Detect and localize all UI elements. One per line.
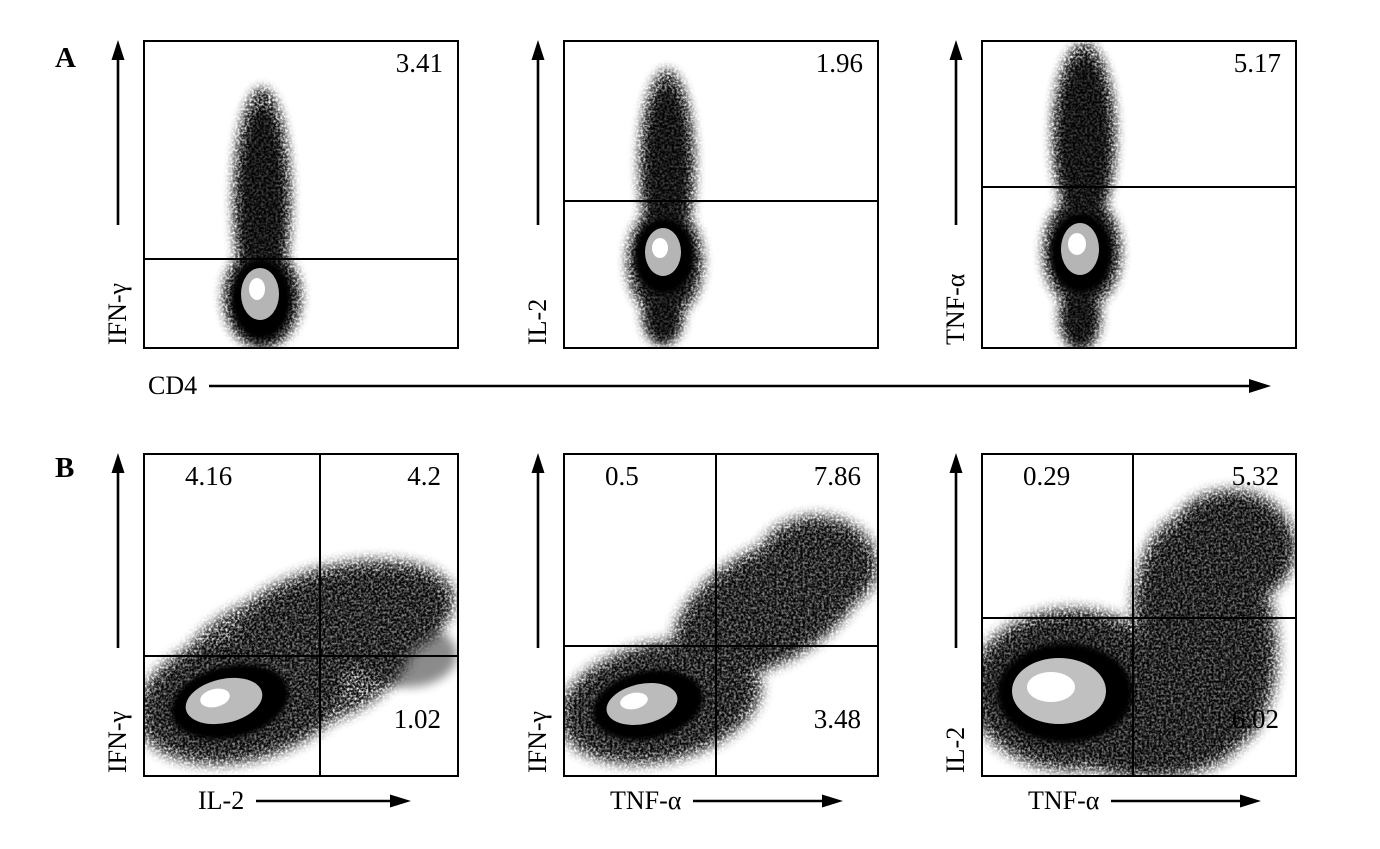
x-axis-b3: TNF-α	[1028, 783, 1262, 819]
quadrant-percentage-top-left: 0.29	[1023, 461, 1071, 491]
gate-line-horizontal	[145, 655, 457, 657]
x-axis-label: TNF-α	[1028, 786, 1100, 815]
density-cloud	[222, 87, 302, 347]
flow-plot-a3-area: 5.17	[981, 40, 1297, 349]
density-cloud	[983, 489, 1295, 775]
gate-percentage: 1.96	[815, 48, 863, 78]
y-axis-a2: IL-2	[523, 40, 553, 345]
x-axis-label: TNF-α	[610, 786, 682, 815]
y-axis-b1: IFN-γ	[103, 453, 133, 773]
y-axis-label: IFN-γ	[103, 710, 132, 773]
flow-plot-a2-area: 1.96	[563, 40, 879, 349]
arrow-up-icon	[111, 40, 125, 225]
flow-plot-b3-area: 0.29 5.32 6.02	[981, 453, 1297, 777]
gate-line-horizontal	[565, 645, 877, 647]
x-axis-b2: TNF-α	[610, 783, 844, 819]
arrow-right-icon	[209, 379, 1272, 393]
density-cloud	[565, 515, 877, 765]
x-axis-b1: IL-2	[198, 783, 412, 819]
gate-line-vertical	[1132, 455, 1134, 775]
arrow-up-icon	[531, 453, 545, 648]
quadrant-percentage-top-left: 4.16	[185, 461, 233, 491]
x-axis-label: CD4	[148, 371, 198, 400]
y-axis-b2: IFN-γ	[523, 453, 553, 773]
gate-line-horizontal	[983, 186, 1295, 188]
arrow-up-icon	[949, 453, 963, 648]
y-axis-b3: IL-2	[941, 453, 971, 773]
panel-a-label: A	[55, 42, 76, 74]
gate-line-vertical	[715, 455, 717, 775]
quadrant-percentage-top-right: 4.2	[407, 461, 441, 491]
flow-plot-b1-area: 4.16 4.2 1.02	[143, 453, 459, 777]
gate-line-horizontal	[565, 200, 877, 202]
x-axis-label: IL-2	[198, 786, 245, 815]
arrow-up-icon	[531, 40, 545, 225]
x-axis-cd4: CD4	[148, 368, 1290, 404]
flow-plot-a1-area: 3.41	[143, 40, 459, 349]
arrow-right-icon	[1111, 794, 1262, 808]
quadrant-percentage-bottom-right: 1.02	[393, 704, 441, 734]
gate-line-horizontal	[983, 617, 1295, 619]
y-axis-a3: TNF-α	[941, 40, 971, 345]
y-axis-label: IFN-γ	[103, 282, 132, 345]
gate-percentage: 5.17	[1233, 48, 1281, 78]
y-axis-a1: IFN-γ	[103, 40, 133, 345]
quadrant-percentage-top-right: 5.32	[1231, 461, 1279, 491]
arrow-right-icon	[256, 794, 412, 808]
quadrant-percentage-top-right: 7.86	[813, 461, 861, 491]
gate-percentage: 3.41	[395, 48, 443, 78]
gate-line-vertical	[319, 455, 321, 775]
gate-line-horizontal	[145, 258, 457, 260]
quadrant-percentage-top-left: 0.5	[605, 461, 639, 491]
y-axis-label: IL-2	[523, 298, 552, 345]
y-axis-label: IFN-γ	[523, 710, 552, 773]
flow-plot-b2-area: 0.5 7.86 3.48	[563, 453, 879, 777]
arrow-right-icon	[693, 794, 844, 808]
density-cloud	[145, 559, 457, 766]
density-cloud	[1042, 42, 1122, 347]
quadrant-percentage-bottom-right: 6.02	[1231, 704, 1279, 734]
y-axis-label: TNF-α	[941, 273, 970, 345]
arrow-up-icon	[111, 453, 125, 648]
arrow-up-icon	[949, 40, 963, 225]
panel-b-label: B	[55, 452, 75, 484]
y-axis-label: IL-2	[941, 726, 970, 773]
quadrant-percentage-bottom-right: 3.48	[813, 704, 861, 734]
density-cloud	[626, 69, 704, 346]
